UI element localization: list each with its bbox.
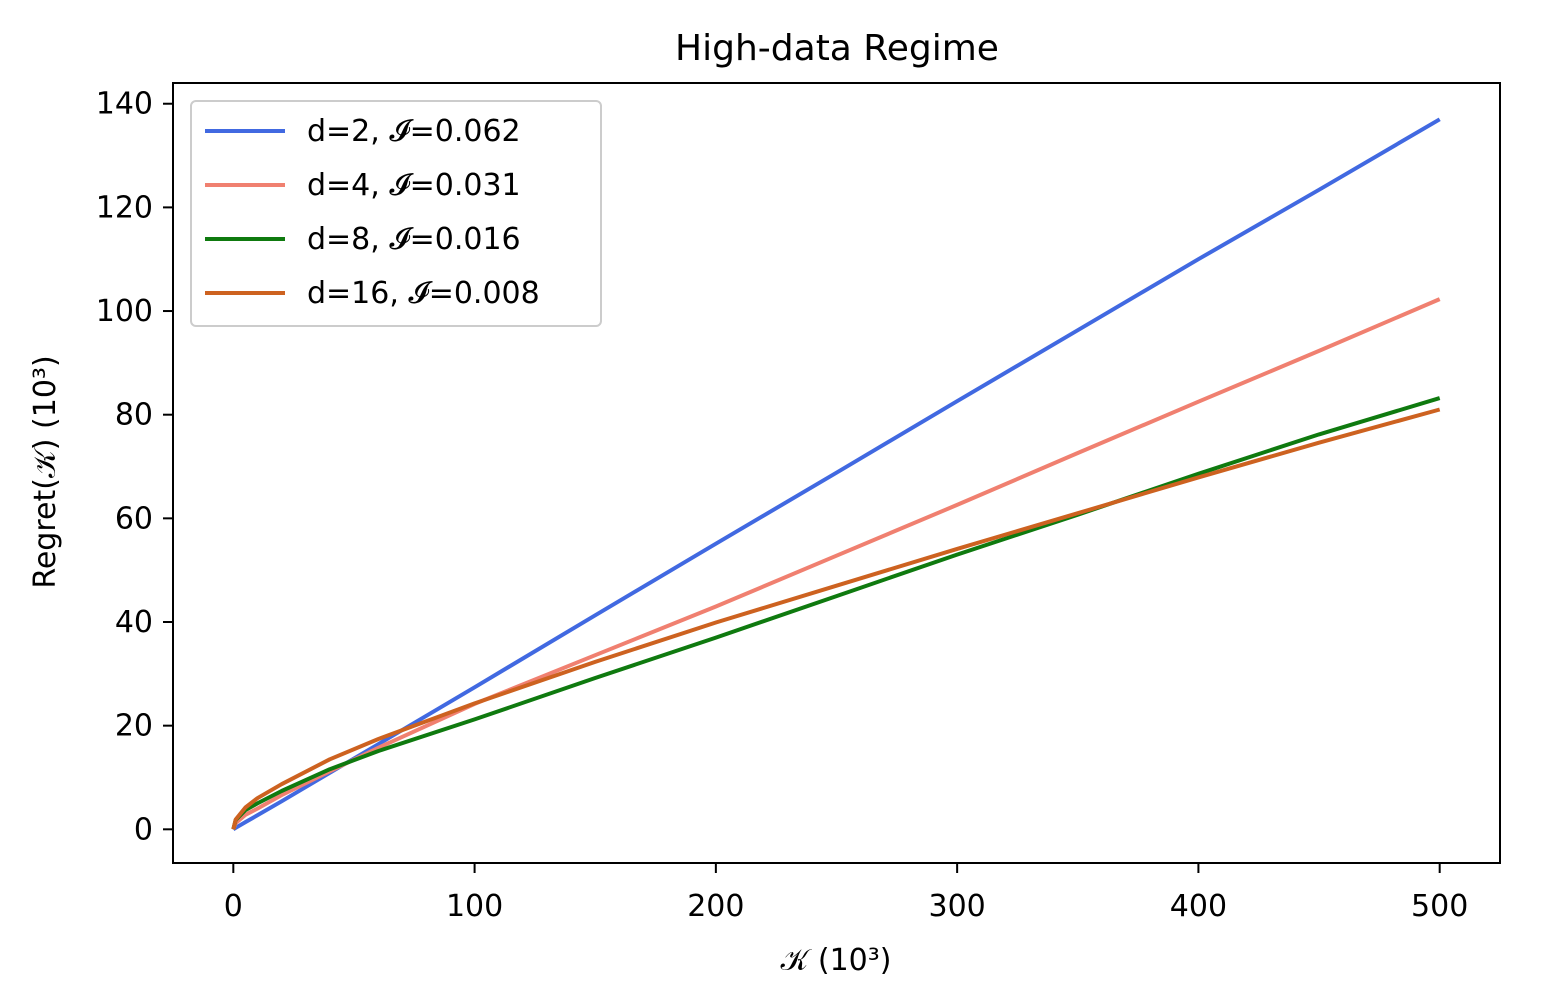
- legend-entry-3: d=16, 𝓘=0.008: [307, 276, 540, 311]
- y-tick-label: 120: [96, 190, 153, 225]
- legend: d=2, 𝓘=0.062 d=4, 𝓘=0.031 d=8, 𝓘=0.016 d=16…: [190, 100, 602, 327]
- series-lines: [231, 117, 1441, 831]
- y-axis-ticks: 0 20 40 60 80 100 120 140: [96, 87, 173, 847]
- x-tick-label: 400: [1170, 889, 1227, 924]
- y-tick-label: 40: [115, 605, 153, 640]
- series-line-0: [232, 117, 1441, 831]
- legend-entry-0: d=2, 𝓘=0.062: [307, 114, 521, 149]
- legend-entry-2: d=8, 𝓘=0.016: [307, 222, 521, 257]
- x-tick-label: 0: [224, 889, 243, 924]
- y-tick-label: 60: [115, 501, 153, 536]
- y-tick-label: 0: [134, 812, 153, 847]
- y-tick-label: 100: [96, 294, 153, 329]
- legend-entry-1: d=4, 𝓘=0.031: [307, 168, 521, 203]
- chart-title: High-data Regime: [675, 28, 999, 69]
- series-line-2: [231, 396, 1441, 830]
- series-line-3: [231, 407, 1441, 830]
- y-tick-label: 20: [115, 709, 153, 744]
- x-tick-label: 300: [929, 889, 986, 924]
- x-axis-label: 𝒦 (10³): [780, 943, 891, 978]
- y-tick-label: 80: [115, 398, 153, 433]
- plot-frame: [172, 82, 1501, 864]
- x-tick-label: 200: [687, 889, 744, 924]
- x-tick-label: 500: [1411, 889, 1468, 924]
- legend-box: [190, 100, 602, 327]
- series-line-1: [231, 297, 1441, 831]
- y-axis-label: Regret(𝒦) (10³): [28, 355, 63, 588]
- x-axis-ticks: 0 100 200 300 400 500: [224, 863, 1468, 924]
- y-tick-label: 140: [96, 87, 153, 122]
- x-tick-label: 100: [446, 889, 503, 924]
